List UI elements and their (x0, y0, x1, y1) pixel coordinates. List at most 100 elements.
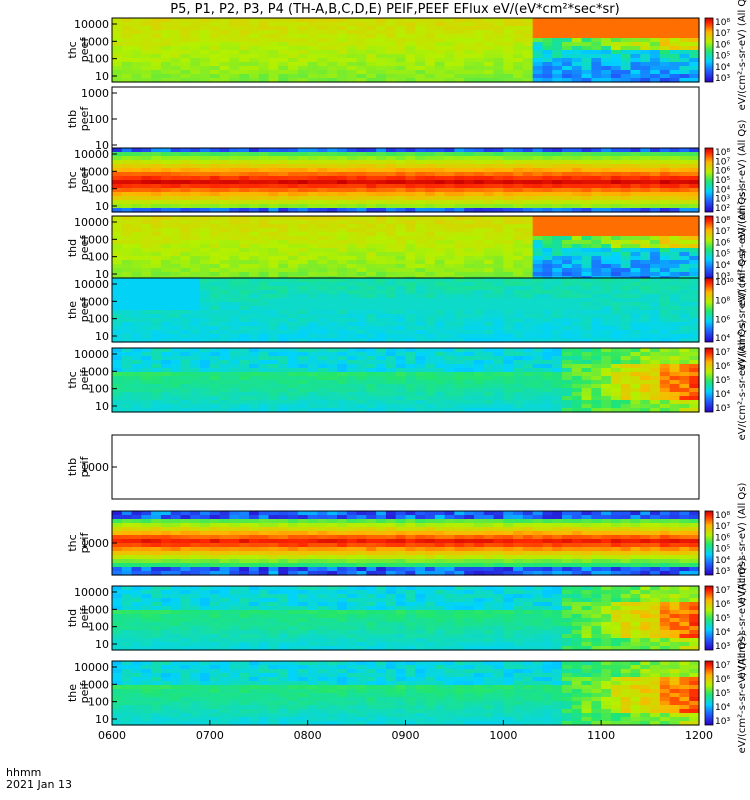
heatmap-cell (464, 264, 475, 269)
heatmap-cell (200, 204, 211, 209)
heatmap-cell (425, 268, 436, 273)
heatmap-cell (522, 78, 534, 83)
heatmap-cell (219, 172, 230, 177)
heatmap-cell (405, 310, 416, 315)
heatmap-cell (630, 252, 641, 257)
heatmap-cell (513, 42, 524, 47)
heatmap-cell (659, 180, 671, 185)
heatmap-cell (571, 264, 583, 269)
heatmap-cell (346, 368, 358, 373)
heatmap-cell (337, 330, 348, 335)
heatmap-cell (200, 236, 211, 241)
heatmap-cell (610, 184, 622, 189)
heatmap-cell (689, 232, 700, 237)
heatmap-cell (337, 248, 348, 253)
heatmap-cell (493, 180, 504, 185)
heatmap-cell (248, 50, 260, 55)
heatmap-cell (493, 204, 504, 209)
heatmap-cell (268, 298, 279, 303)
heatmap-cell (160, 62, 172, 67)
heatmap-cell (385, 224, 397, 229)
heatmap-cell (444, 330, 456, 335)
heatmap-cell (503, 34, 514, 39)
heatmap-cell (650, 66, 661, 71)
heatmap-cell (669, 176, 681, 181)
heatmap-cell (297, 364, 309, 369)
heatmap-cell (131, 176, 142, 181)
heatmap-cell (689, 330, 700, 335)
heatmap-cell (640, 168, 651, 173)
heatmap-cell (258, 164, 270, 169)
heatmap-cell (571, 380, 583, 385)
heatmap-cell (385, 376, 397, 381)
heatmap-cell (659, 176, 671, 181)
heatmap-cell (131, 404, 142, 409)
heatmap-cell (405, 368, 416, 373)
heatmap-cell (620, 388, 632, 393)
heatmap-cell (131, 555, 142, 560)
heatmap-cell (503, 372, 514, 377)
heatmap-cell (337, 50, 348, 55)
heatmap-cell (180, 286, 191, 291)
heatmap-cell (591, 268, 602, 273)
heatmap-cell (268, 204, 279, 209)
heatmap-cell (620, 148, 632, 153)
heatmap-cell (180, 248, 191, 253)
heatmap-cell (317, 282, 328, 287)
heatmap-cell (689, 356, 700, 361)
heatmap-cell (112, 228, 123, 233)
heatmap-cell (297, 372, 309, 377)
heatmap-cell (112, 519, 123, 524)
heatmap-cell (464, 160, 475, 165)
heatmap-cell (170, 22, 182, 27)
heatmap-cell (669, 248, 681, 253)
heatmap-cell (610, 78, 622, 83)
heatmap-cell (200, 42, 211, 47)
heatmap-cell (513, 338, 524, 343)
heatmap-cell (464, 376, 475, 381)
heatmap-cell (278, 334, 289, 339)
heatmap-cell (454, 62, 465, 67)
heatmap-cell (297, 196, 309, 201)
heatmap-cell (337, 18, 348, 23)
heatmap-cell (483, 160, 495, 165)
heatmap-cell (112, 408, 123, 413)
heatmap-cell (454, 368, 465, 373)
heatmap-cell (679, 208, 690, 213)
heatmap-cell (239, 278, 250, 283)
heatmap-cell (317, 260, 328, 265)
heatmap-cell (151, 172, 162, 177)
heatmap-cell (405, 352, 416, 357)
heatmap-cell (591, 278, 602, 283)
heatmap-cell (327, 148, 338, 153)
heatmap-cell (239, 232, 250, 237)
heatmap-cell (180, 58, 191, 63)
heatmap-cell (552, 290, 563, 295)
heatmap-cell (571, 50, 583, 55)
heatmap-cell (493, 278, 504, 283)
heatmap-cell (473, 22, 485, 27)
heatmap-cell (346, 326, 358, 331)
heatmap-cell (434, 164, 446, 169)
heatmap-cell (376, 364, 387, 369)
heatmap-cell (278, 168, 289, 173)
heatmap-cell (385, 404, 397, 409)
heatmap-cell (229, 278, 240, 283)
heatmap-cell (640, 204, 651, 209)
heatmap-cell (112, 551, 123, 556)
heatmap-cell (503, 334, 514, 339)
heatmap-cell (601, 380, 612, 385)
heatmap-cell (630, 42, 641, 47)
heatmap-cell (669, 360, 681, 365)
heatmap-cell (209, 172, 221, 177)
heatmap-cell (297, 228, 309, 233)
heatmap-cell (121, 278, 133, 283)
heatmap-cell (542, 66, 553, 71)
heatmap-cell (542, 184, 553, 189)
heatmap-cell (337, 388, 348, 393)
heatmap-cell (248, 380, 260, 385)
heatmap-cell (483, 364, 495, 369)
heatmap-cell (327, 184, 338, 189)
heatmap-cell (601, 176, 612, 181)
heatmap-cell (160, 248, 172, 253)
